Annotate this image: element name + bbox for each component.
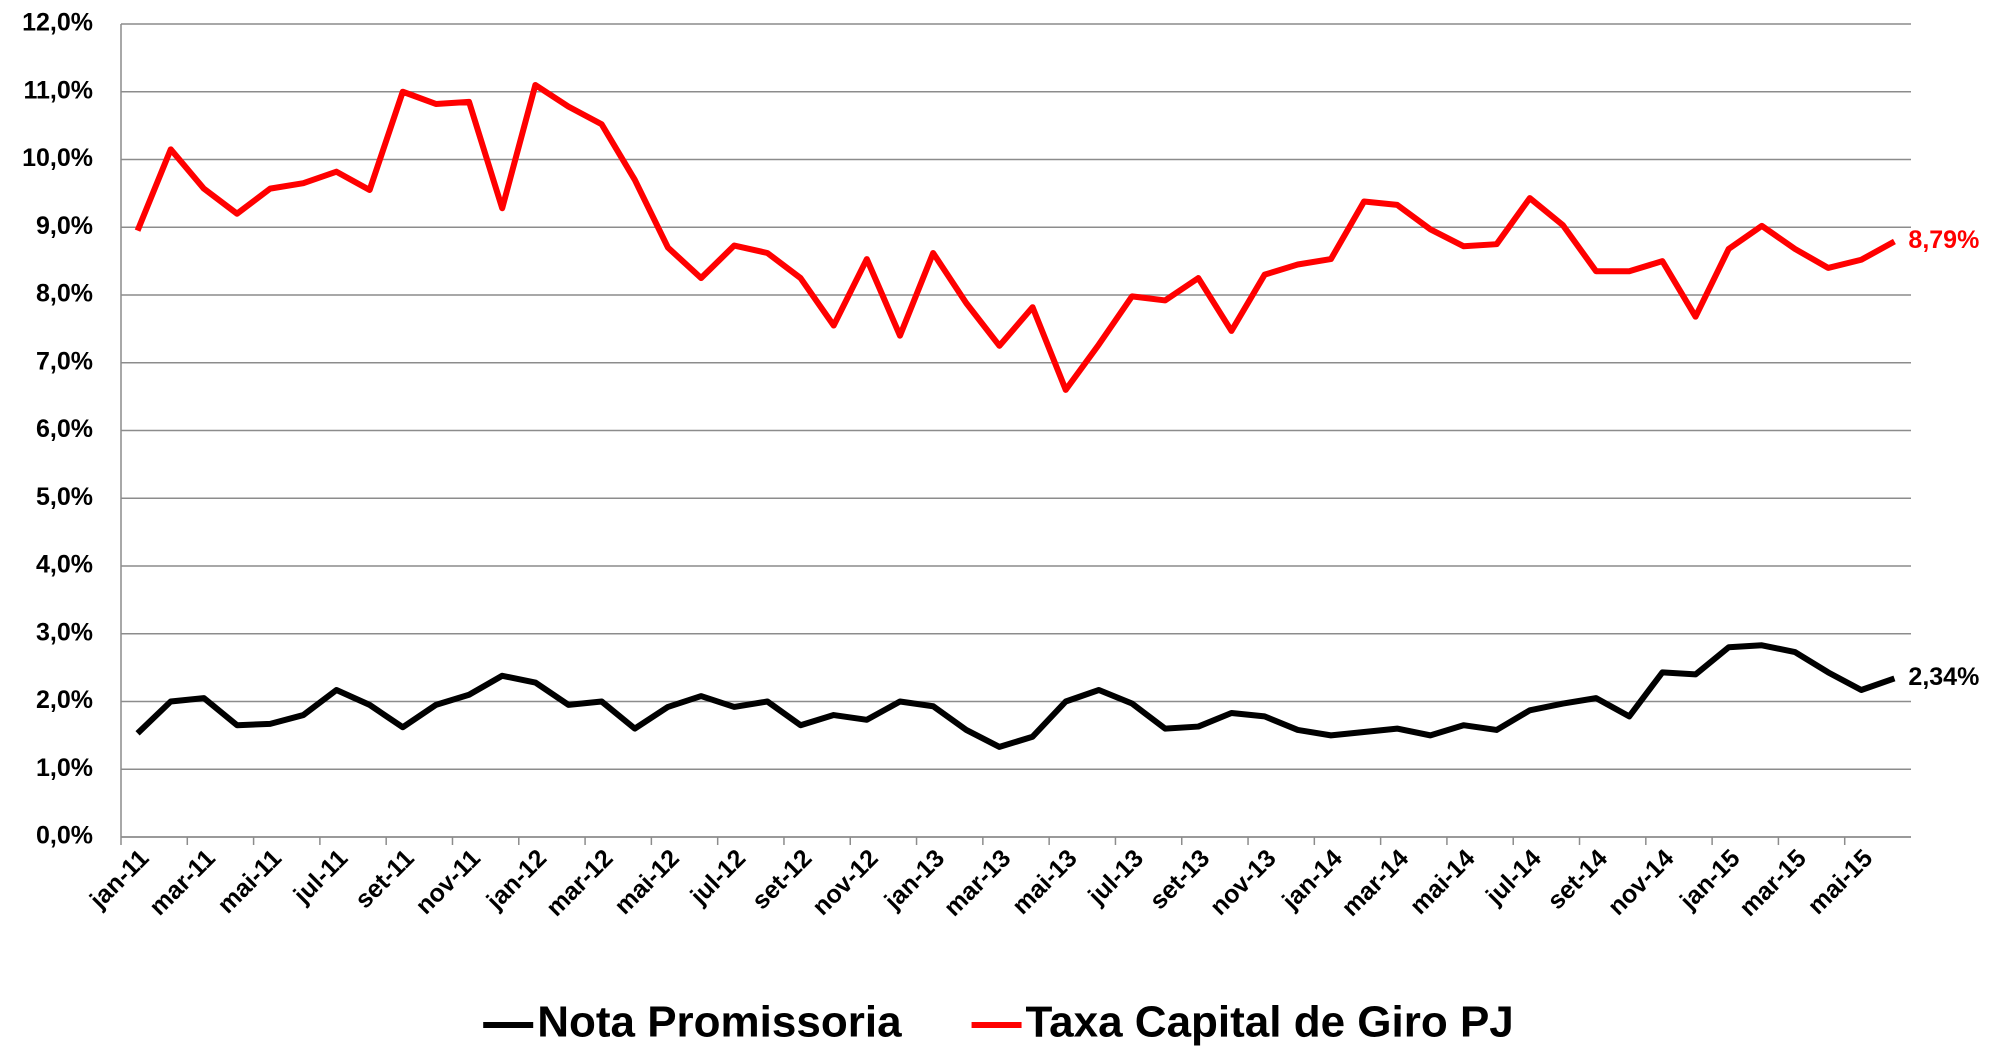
y-tick-label: 7,0% [36,347,93,375]
x-tick-label: mar-12 [541,844,619,922]
y-tick-label: 0,0% [36,822,93,850]
x-tick-label: jul-11 [288,844,354,910]
x-tick-label: jan-12 [481,844,553,916]
x-tick-label: mai-13 [1007,844,1083,920]
x-tick-label: jul-14 [1480,844,1547,911]
x-tick-label: mar-13 [939,844,1017,922]
x-tick-label: nov-11 [410,844,486,920]
x-tick-label: mar-15 [1734,844,1812,922]
x-tick-label: set-13 [1144,844,1215,915]
x-tick-label: set-14 [1542,844,1613,915]
y-tick-label: 4,0% [36,551,93,579]
x-tick-label: set-11 [350,844,420,914]
value-label: 8,79% [1908,226,1979,254]
y-tick-label: 9,0% [36,212,93,240]
x-tick-label: jul-13 [1082,844,1149,911]
x-tick-label: mar-11 [144,844,221,921]
y-tick-label: 2,0% [36,686,93,714]
value-label: 2,34% [1908,663,1979,691]
x-tick-label: jan-15 [1674,844,1746,916]
x-tick-label: mai-15 [1802,844,1878,920]
legend-label: Nota Promissoria [537,998,902,1047]
y-tick-label: 8,0% [36,280,93,308]
y-tick-label: 6,0% [36,415,93,443]
legend-label: Taxa Capital de Giro PJ [1026,998,1514,1047]
series-line [134,81,1896,393]
y-tick-label: 1,0% [36,754,93,782]
y-tick-label: 10,0% [22,144,93,172]
y-tick-label: 12,0% [22,9,93,37]
x-tick-label: nov-14 [1603,844,1680,921]
x-tick-label: jan-14 [1276,844,1348,916]
x-tick-label: jul-12 [684,844,751,911]
x-tick-label: mar-14 [1336,844,1414,922]
x-tick-label: nov-12 [807,844,884,921]
x-tick-label: mai-12 [609,844,685,920]
x-tick-label: mai-11 [212,844,287,919]
y-tick-label: 11,0% [23,76,93,104]
x-tick-label: nov-13 [1205,844,1282,921]
y-tick-label: 5,0% [36,483,93,511]
x-tick-label: set-12 [747,844,818,915]
x-tick-label: jan-13 [878,844,950,916]
y-tick-label: 3,0% [36,618,93,646]
series-line [135,642,1896,750]
x-tick-label: mai-14 [1405,844,1481,920]
x-tick-label: jan-11 [84,844,155,915]
